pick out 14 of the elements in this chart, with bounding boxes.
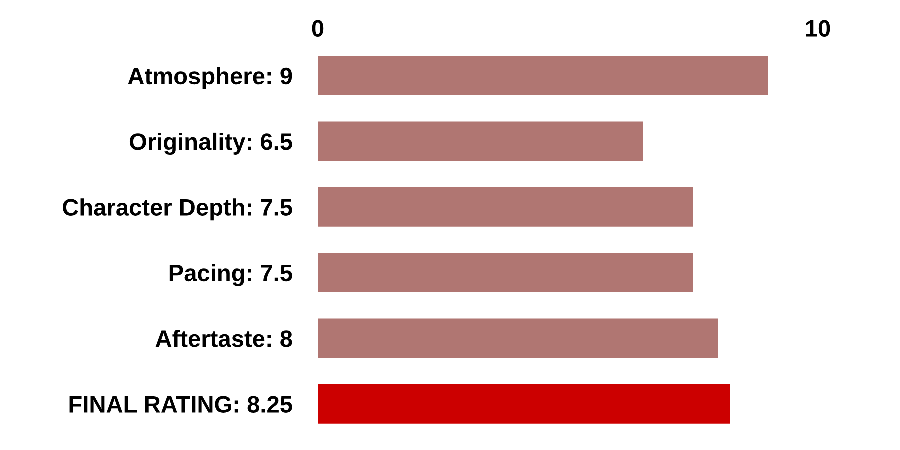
bar xyxy=(318,187,693,227)
y-tick-label: FINAL RATING: 8.25 xyxy=(70,396,292,413)
bar xyxy=(318,122,643,162)
x-tick-label: 0 xyxy=(312,20,324,37)
y-tick-label: Character Depth: 7.5 xyxy=(63,198,292,221)
y-tick-label: Pacing: 7.5 xyxy=(170,264,292,286)
bar xyxy=(318,384,730,424)
x-tick-label: 10 xyxy=(806,20,830,37)
bar xyxy=(318,318,718,358)
bar xyxy=(318,253,693,293)
y-tick-label: Atmosphere: 9 xyxy=(128,67,292,90)
y-tick-label: Aftertaste: 8 xyxy=(156,330,292,348)
y-tick-label: Originality: 6.5 xyxy=(130,132,292,156)
bar xyxy=(318,56,768,96)
